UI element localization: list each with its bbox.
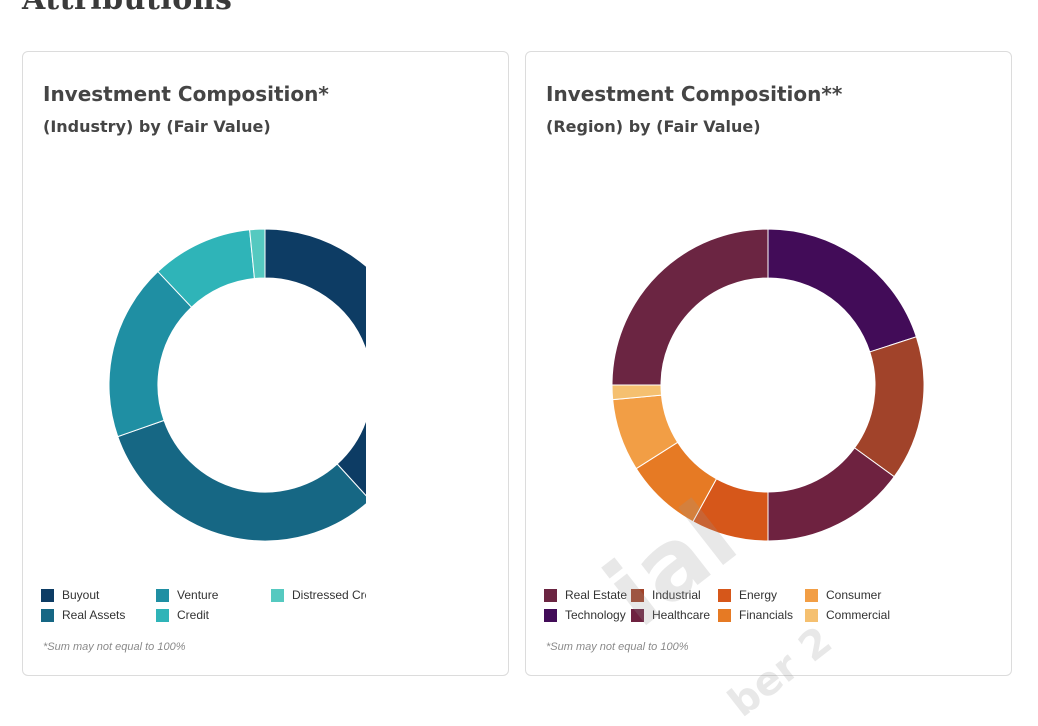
legend-label: Real Assets	[62, 608, 126, 622]
region-composition-card: Investment Composition** (Region) by (Fa…	[525, 51, 1012, 676]
donut-slice-buyout[interactable]	[264, 228, 366, 500]
legend-item[interactable]: Commercial	[805, 607, 890, 623]
legend-item[interactable]: Distressed Credit	[271, 587, 366, 603]
donut-slice-technology[interactable]	[767, 228, 917, 353]
legend-label: Distressed Credit	[292, 588, 366, 602]
legend-swatch	[718, 588, 731, 602]
legend-item[interactable]: Buyout	[41, 587, 99, 603]
legend-label: Real Estate	[565, 588, 628, 602]
legend-item[interactable]: Credit	[156, 607, 209, 623]
legend-item[interactable]: Financials	[718, 607, 793, 623]
legend-label: Buyout	[62, 588, 100, 602]
chart-footnote: *Sum may not equal to 100%	[546, 641, 689, 653]
legend-item[interactable]: Industrial	[631, 587, 701, 603]
chart-subtitle: (Region) by (Fair Value)	[546, 117, 761, 136]
industry-donut-chart	[108, 228, 366, 542]
donut-chart-area	[526, 152, 1011, 572]
legend-item[interactable]: Technology	[544, 607, 626, 623]
legend-label: Technology	[565, 608, 626, 622]
legend-item[interactable]: Energy	[718, 587, 777, 603]
legend-label: Energy	[739, 588, 778, 602]
chart-legend: Real Estate Industrial Energy Consumer Techn…	[544, 587, 984, 627]
legend-label: Industrial	[652, 588, 701, 602]
chart-legend: Buyout Venture Distressed Credit Real Asset…	[41, 587, 366, 627]
legend-swatch	[156, 588, 169, 602]
donut-slice-real-assets[interactable]	[117, 419, 366, 542]
legend-item[interactable]: Real Assets	[41, 607, 125, 623]
legend-label: Healthcare	[652, 608, 711, 622]
chart-subtitle: (Industry) by (Fair Value)	[43, 117, 271, 136]
legend-swatch	[805, 588, 818, 602]
legend-item[interactable]: Healthcare	[631, 607, 710, 623]
page-title: Attributions	[22, 0, 232, 17]
industry-composition-card: Investment Composition* (Industry) by (F…	[22, 51, 509, 676]
chart-title: Investment Composition**	[546, 82, 843, 106]
legend-swatch	[544, 608, 557, 622]
legend-label: Commercial	[826, 608, 891, 622]
legend-swatch	[41, 588, 54, 602]
legend-swatch	[718, 608, 731, 622]
legend-swatch	[271, 588, 284, 602]
legend-item[interactable]: Venture	[156, 587, 218, 603]
legend-label: Financials	[739, 608, 794, 622]
legend-swatch	[805, 608, 818, 622]
donut-slice-venture[interactable]	[108, 270, 193, 438]
chart-title: Investment Composition*	[43, 82, 329, 106]
legend-label: Credit	[177, 608, 210, 622]
donut-chart-area	[23, 152, 366, 572]
legend-item[interactable]: Consumer	[805, 587, 881, 603]
donut-slice-distressed-credit[interactable]	[249, 228, 266, 280]
legend-swatch	[631, 608, 644, 622]
legend-swatch	[41, 608, 54, 622]
legend-swatch	[156, 608, 169, 622]
chart-footnote: *Sum may not equal to 100%	[43, 641, 186, 653]
legend-label: Venture	[177, 588, 219, 602]
legend-swatch	[631, 588, 644, 602]
donut-slice-real-estate[interactable]	[611, 228, 769, 386]
legend-swatch	[544, 588, 557, 602]
region-donut-chart	[611, 228, 925, 542]
legend-label: Consumer	[826, 588, 882, 602]
legend-item[interactable]: Real Estate	[544, 587, 627, 603]
